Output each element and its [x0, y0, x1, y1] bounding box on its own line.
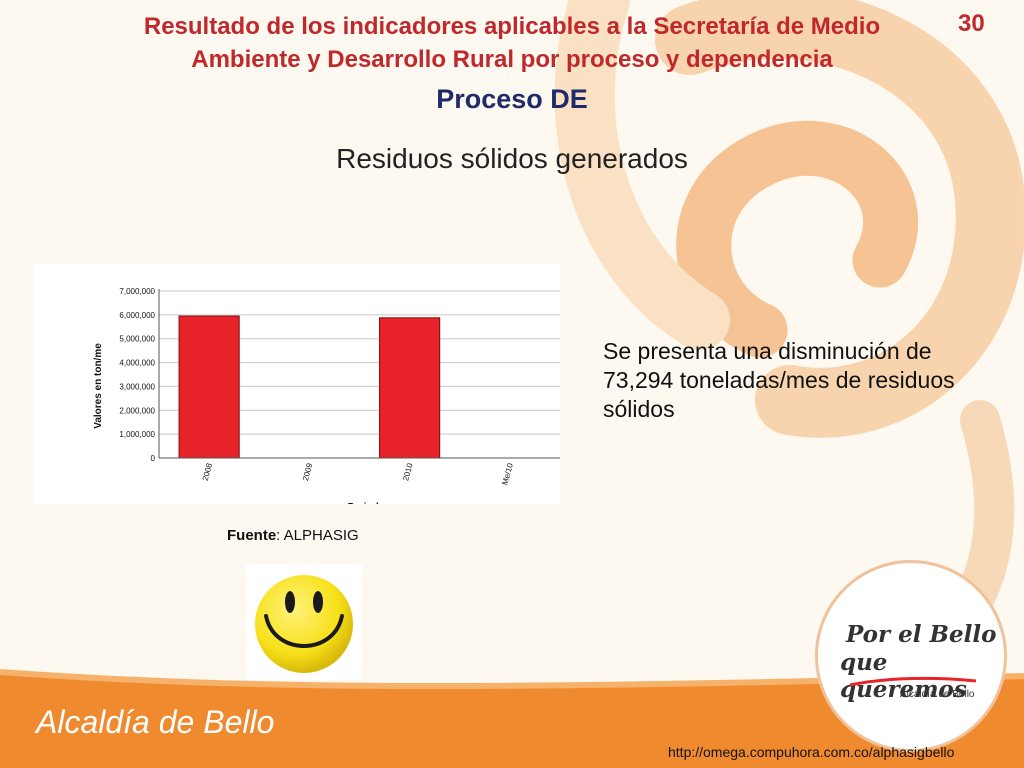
logo-underline: [849, 676, 977, 687]
footer-url-link[interactable]: http://omega.compuhora.com.co/alphasigbe…: [668, 744, 955, 760]
y-tick-label: 7,000,000: [119, 287, 155, 296]
x-tick-label: 2009: [301, 462, 314, 482]
logo-text-line2: que queremos: [840, 649, 967, 703]
y-tick-label: 5,000,000: [119, 335, 155, 344]
brand-logo-badge: Por el Bello que queremos Alcaldía de Be…: [815, 560, 1007, 752]
source-line: Fuente: ALPHASIG: [227, 527, 359, 544]
page-number: 30: [958, 10, 985, 37]
footer-brand: Alcaldía de Bello: [36, 704, 275, 740]
y-tick-label: 0: [151, 454, 156, 463]
x-tick-label: Me/10: [500, 462, 515, 486]
y-tick-label: 4,000,000: [119, 359, 155, 368]
bar-2008: [178, 315, 240, 459]
logo-text-line1: Por el Bello: [846, 621, 997, 648]
y-tick-label: 3,000,000: [119, 382, 155, 391]
bar-chart-svg: 7,000,000 6,000,000 5,000,000 4,000,000 3,00…: [93, 287, 560, 504]
chart-note: Se presenta una disminución de 73,294 to…: [603, 338, 955, 422]
y-tick-label: 2,000,000: [119, 406, 155, 415]
smiley-image: [246, 564, 362, 680]
x-tick-label: 2010: [401, 462, 414, 482]
x-tick-label: 2008: [201, 462, 214, 482]
x-axis-label: Periodos: [348, 502, 391, 504]
bar-chart: 7,000,000 6,000,000 5,000,000 4,000,000 3,00…: [33, 264, 560, 504]
y-tick-label: 1,000,000: [119, 430, 155, 439]
chart-heading: Residuos sólidos generados: [336, 143, 688, 174]
y-tick-label: 6,000,000: [119, 311, 155, 320]
y-axis-label: Valores en ton/me: [93, 343, 104, 429]
logo-subtext: Alcaldía de Bello: [900, 689, 975, 700]
bar-2010: [379, 317, 441, 459]
source-label: Fuente: [227, 527, 277, 544]
source-value: : ALPHASIG: [276, 527, 359, 544]
slide-subtitle: Proceso DE: [436, 84, 588, 114]
slide-title: Resultado de los indicadores aplicables …: [143, 13, 881, 73]
smiley-face-icon: [255, 575, 353, 673]
